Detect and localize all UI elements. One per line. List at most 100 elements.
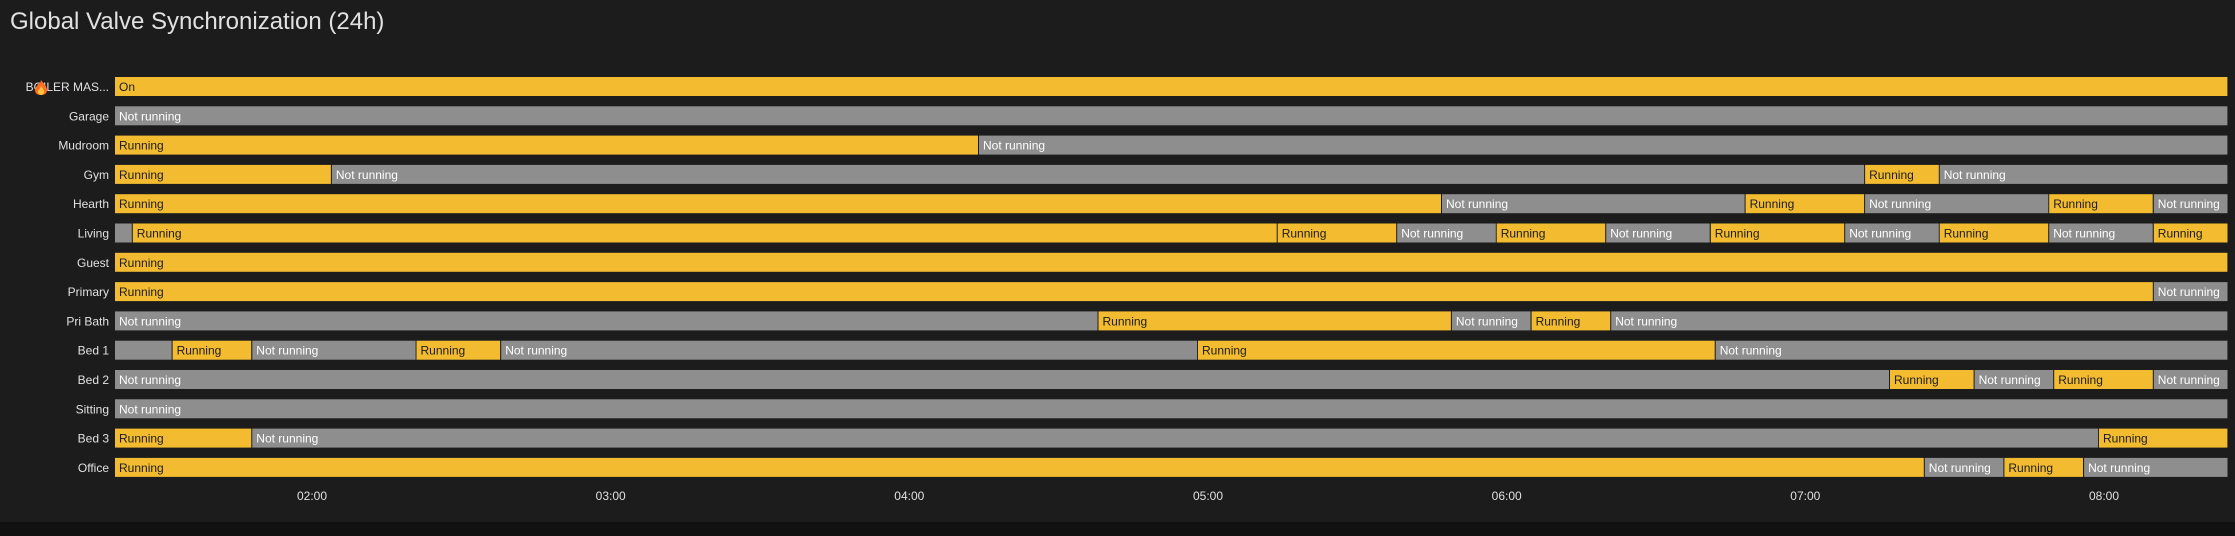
segment-label: Running: [1894, 373, 1939, 387]
segment-not-running[interactable]: [115, 399, 2228, 419]
segment-not-running[interactable]: [2153, 194, 2228, 214]
segment-label: Running: [119, 432, 164, 446]
segment-not-running[interactable]: [1865, 194, 2049, 214]
segment-not-running[interactable]: [1845, 223, 1939, 243]
timeline-card: Global Valve Synchronization (24h) BOILE…: [10, 8, 2228, 503]
fire-icon: [35, 80, 47, 95]
segment-running[interactable]: [115, 282, 2153, 302]
timeline-row-guest: Guest Running: [77, 252, 2228, 272]
segment-label: Not running: [119, 402, 181, 416]
segment-label: Running: [2158, 227, 2203, 241]
segment-running[interactable]: [1710, 223, 1845, 243]
row-label: Guest: [77, 256, 110, 270]
segment-not-running[interactable]: [115, 340, 172, 360]
segment-label: Not running: [1446, 197, 1508, 211]
segment-label: Not running: [1869, 197, 1931, 211]
segment-not-running[interactable]: [252, 428, 2099, 448]
segment-not-running[interactable]: [1451, 311, 1531, 331]
segment-label: Running: [2103, 432, 2148, 446]
segment-not-running[interactable]: [2153, 370, 2228, 389]
segment-not-running[interactable]: [1611, 311, 2228, 331]
segment-label: Running: [1869, 168, 1914, 182]
segment-not-running[interactable]: [1606, 223, 1710, 243]
segment-running[interactable]: [115, 194, 1441, 214]
segment-not-running[interactable]: [252, 340, 416, 360]
segment-running[interactable]: [172, 340, 252, 360]
segment-not-running[interactable]: [115, 370, 1889, 389]
segment-running[interactable]: [2054, 370, 2153, 389]
segment-running[interactable]: [115, 135, 978, 155]
segment-not-running[interactable]: [1397, 223, 1496, 243]
segment-label: Running: [119, 197, 164, 211]
segment-running[interactable]: [1198, 340, 1715, 360]
card-title: Global Valve Synchronization (24h): [10, 8, 385, 35]
segment-running[interactable]: [1939, 223, 2049, 243]
segment-not-running[interactable]: [1974, 370, 2054, 389]
segment-label: Not running: [2158, 285, 2220, 299]
segment-running[interactable]: [1890, 370, 1974, 389]
segment-label: Not running: [1615, 314, 1677, 328]
segment-running[interactable]: [115, 252, 2228, 272]
segment-label: Running: [2008, 461, 2053, 475]
segment-label: Not running: [505, 344, 567, 358]
segment-label: Running: [119, 256, 164, 270]
row-label: Gym: [84, 168, 109, 182]
segment-label: Not running: [1610, 227, 1672, 241]
segment-not-running[interactable]: [115, 223, 132, 243]
segment-label: Running: [1750, 197, 1795, 211]
segment-label: Not running: [1979, 373, 2041, 387]
timeline-row-gym: Gym Running Not running Running Not running: [84, 164, 2228, 184]
segment-running[interactable]: [1865, 164, 1939, 184]
segment-label: Not running: [2158, 197, 2220, 211]
row-label: Bed 2: [78, 373, 110, 387]
segment-not-running[interactable]: [1715, 340, 2228, 360]
segment-not-running[interactable]: [1939, 164, 2228, 184]
x-tick-label: 06:00: [1492, 489, 1522, 503]
segment-label: Not running: [336, 168, 398, 182]
segment-running[interactable]: [1496, 223, 1606, 243]
segment-label: Not running: [1401, 227, 1463, 241]
segment-not-running[interactable]: [2084, 457, 2228, 477]
segment-not-running[interactable]: [501, 340, 1198, 360]
segment-running[interactable]: [2049, 194, 2153, 214]
segment-label: Not running: [983, 139, 1045, 153]
segment-running[interactable]: [2004, 457, 2083, 477]
segment-not-running[interactable]: [2153, 282, 2228, 302]
segment-running[interactable]: [115, 164, 331, 184]
segment-running[interactable]: [1531, 311, 1611, 331]
segment-on[interactable]: [115, 77, 2228, 96]
segment-running[interactable]: [2099, 428, 2228, 448]
segment-label: Running: [1944, 227, 1989, 241]
row-label: Bed 1: [78, 344, 110, 358]
segment-running[interactable]: [416, 340, 501, 360]
segment-not-running[interactable]: [1442, 194, 1745, 214]
segment-not-running[interactable]: [115, 311, 1098, 331]
segment-running[interactable]: [1745, 194, 1865, 214]
segment-not-running[interactable]: [115, 106, 2228, 126]
segment-label: Running: [2053, 197, 2098, 211]
timeline-row-bed-2: Bed 2 Not running Running Not running Runnin…: [78, 370, 2228, 389]
segment-not-running[interactable]: [1924, 457, 2004, 477]
segment-running[interactable]: [2153, 223, 2228, 243]
segment-running[interactable]: [1098, 311, 1451, 331]
segment-label: Not running: [1929, 461, 1991, 475]
timeline-row-garage: Garage Not running: [69, 106, 2228, 126]
segment-running[interactable]: [115, 457, 1924, 477]
segment-running[interactable]: [132, 223, 1277, 243]
segment-running[interactable]: [115, 428, 252, 448]
timeline-row-bed-1: Bed 1 Running Not running Running Not runnin…: [78, 340, 2228, 360]
segment-running[interactable]: [1277, 223, 1397, 243]
segment-label: Not running: [2158, 373, 2220, 387]
segment-not-running[interactable]: [979, 135, 2228, 155]
segment-not-running[interactable]: [2049, 223, 2153, 243]
segment-not-running[interactable]: [331, 164, 1865, 184]
timeline-row-sitting: Sitting Not running: [76, 399, 2228, 419]
segment-label: Not running: [119, 314, 181, 328]
timeline-row-primary: Primary Running Not running: [68, 282, 2228, 302]
segment-label: Not running: [256, 344, 318, 358]
segment-label: Not running: [1720, 344, 1782, 358]
segment-label: Not running: [2053, 227, 2115, 241]
segment-label: Not running: [2088, 461, 2150, 475]
segment-label: Not running: [1944, 168, 2006, 182]
segment-label: Running: [1501, 227, 1546, 241]
